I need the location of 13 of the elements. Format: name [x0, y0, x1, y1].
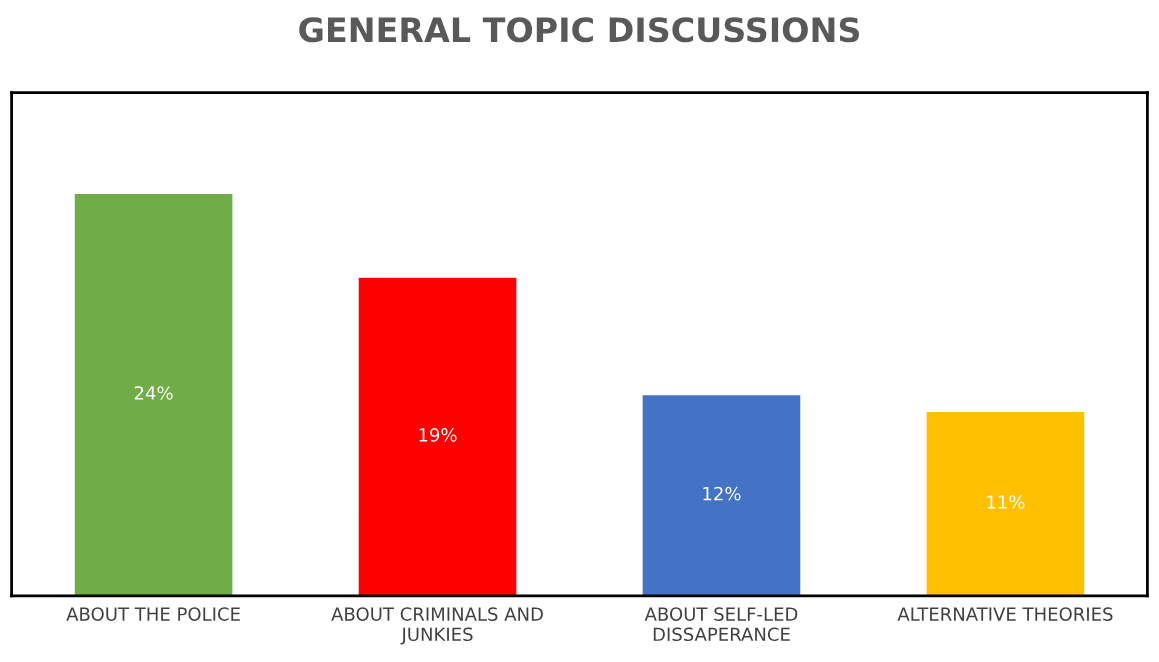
bar: [641, 393, 802, 596]
data-label: 12%: [703, 486, 741, 501]
data-label: 11%: [987, 495, 1025, 509]
x-tick-label: ABOUT CRIMINALS AND JUNKIES: [331, 607, 543, 645]
data-label: 19%: [419, 428, 457, 442]
x-tick-label: ABOUT SELF-LED DISSAPERANCE: [644, 607, 798, 642]
x-tick-label: ABOUT THE POLICE: [66, 607, 240, 621]
bar: [925, 410, 1086, 596]
data-label: 24%: [134, 386, 173, 400]
bar: [357, 276, 518, 596]
x-tick-label: ALTERNATIVE THEORIES: [897, 607, 1113, 621]
chart-title: GENERAL TOPIC DISCUSSIONS: [299, 17, 859, 43]
bar: [73, 192, 234, 596]
